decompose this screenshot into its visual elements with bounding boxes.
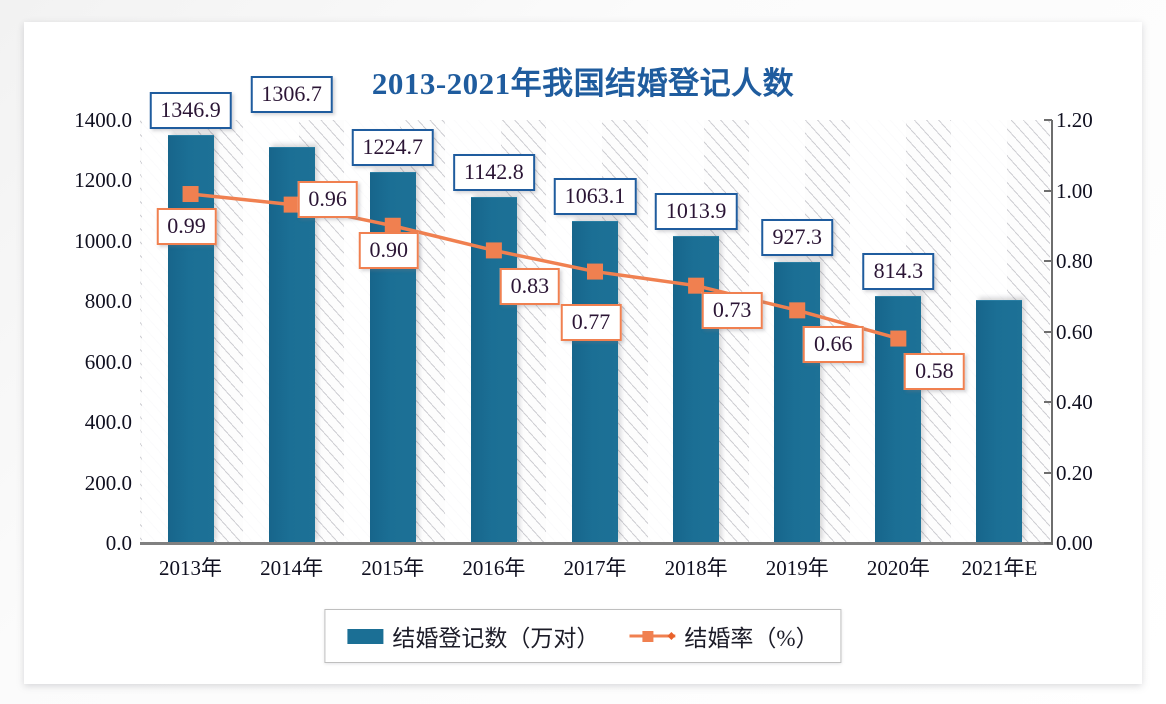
bar-value-label: 814.3: [862, 252, 935, 290]
bar-value-label: 1224.7: [351, 128, 435, 166]
legend-item-line[interactable]: 结婚率（%）: [629, 619, 819, 653]
x-tick-label: 2016年: [462, 556, 526, 580]
line-value-label: 0.99: [156, 208, 217, 246]
page-title: 2013-2021年我国结婚登记人数: [371, 66, 795, 101]
bar[interactable]: [369, 171, 416, 543]
bar-value-label: 1063.1: [553, 177, 637, 215]
x-tick-label: 2013年: [159, 556, 223, 580]
line-value-label: 0.96: [297, 180, 358, 218]
y-axis-right-tick: [1044, 471, 1052, 474]
bar[interactable]: [572, 220, 618, 543]
y-axis-right-tick: [1044, 401, 1052, 403]
y-tick-label-right: 0.00: [1056, 531, 1093, 555]
chart-legend: 结婚登记数（万对） 结婚率（%）: [324, 609, 842, 663]
y-axis-right-tick: [1044, 542, 1052, 544]
legend-item-bar[interactable]: 结婚登记数（万对）: [347, 619, 599, 653]
x-axis-labels: 2013年 2014年 2015年 2016年 2017年 2018年 2019年 2020年…: [140, 552, 1050, 592]
x-tick-label: 2021年E: [961, 556, 1038, 580]
bar-value-label: 1306.7: [250, 76, 333, 114]
y-tick-label-left: 600.0: [84, 349, 132, 374]
y-tick-label-right: 1.20: [1056, 108, 1093, 132]
y-axis-right-tick: [1044, 260, 1052, 262]
bar[interactable]: [875, 295, 922, 543]
bar-swatch-icon: [347, 628, 384, 644]
y-axis-right-tick: [1044, 189, 1052, 192]
x-tick-label: 2015年: [361, 556, 425, 580]
line-value-label: 0.83: [499, 268, 561, 306]
x-tick-label: 2019年: [765, 556, 829, 580]
bar[interactable]: [774, 261, 821, 543]
x-tick-label: 2020年: [866, 556, 930, 580]
line-value-label: 0.77: [560, 303, 622, 341]
y-tick-label-right: 0.60: [1056, 319, 1093, 344]
y-tick-label-right: 0.40: [1056, 390, 1093, 414]
line-value-label: 0.73: [701, 291, 763, 329]
y-tick-label-right: 1.00: [1056, 178, 1093, 203]
x-tick-label: 2018年: [664, 556, 728, 580]
x-tick-label: 2017年: [563, 556, 627, 580]
x-tick-label: 2014年: [260, 556, 324, 580]
y-tick-label-right: 0.80: [1056, 249, 1093, 273]
bar[interactable]: [976, 300, 1023, 543]
y-axis-right-tick: [1044, 330, 1052, 333]
bar-value-label: 1346.9: [149, 92, 232, 130]
line-value-label: 0.66: [802, 326, 864, 364]
y-tick-label-right: 0.20: [1056, 460, 1093, 485]
bar-value-label: 1013.9: [654, 192, 738, 230]
y-tick-label-left: 1000.0: [74, 228, 132, 253]
bar[interactable]: [470, 196, 517, 543]
y-tick-label-left: 200.0: [84, 470, 132, 495]
bar-value-label: 927.3: [761, 218, 833, 256]
legend-label-line: 结婚率（%）: [684, 626, 819, 651]
bar[interactable]: [673, 235, 720, 543]
y-tick-label-left: 800.0: [84, 289, 132, 314]
y-tick-label-left: 0.0: [105, 531, 132, 555]
legend-label-bar: 结婚登记数（万对）: [392, 626, 600, 651]
line-swatch-icon: [629, 628, 676, 644]
line-value-label: 0.90: [358, 231, 420, 269]
bar-value-label: 1142.8: [453, 153, 535, 191]
y-axis-right-line: [1051, 120, 1053, 545]
line-value-label: 0.58: [904, 352, 965, 390]
y-axis-right-tick: [1044, 119, 1052, 121]
y-tick-label-left: 1200.0: [74, 168, 132, 193]
bar[interactable]: [167, 135, 214, 543]
chart-card: 2013-2021年我国结婚登记人数 0.0 200.0 400.0 600.0 800…: [24, 22, 1142, 684]
y-axis-right: 0.00 0.20 0.40 0.60 0.80 1.00 1.20: [1056, 22, 1142, 684]
y-axis-left: 0.0 200.0 400.0 600.0 800.0 1000.0 1200.0 1400.…: [24, 22, 132, 684]
y-tick-label-left: 1400.0: [74, 108, 132, 132]
y-tick-label-left: 400.0: [84, 410, 132, 435]
x-axis-line: [140, 542, 1052, 545]
